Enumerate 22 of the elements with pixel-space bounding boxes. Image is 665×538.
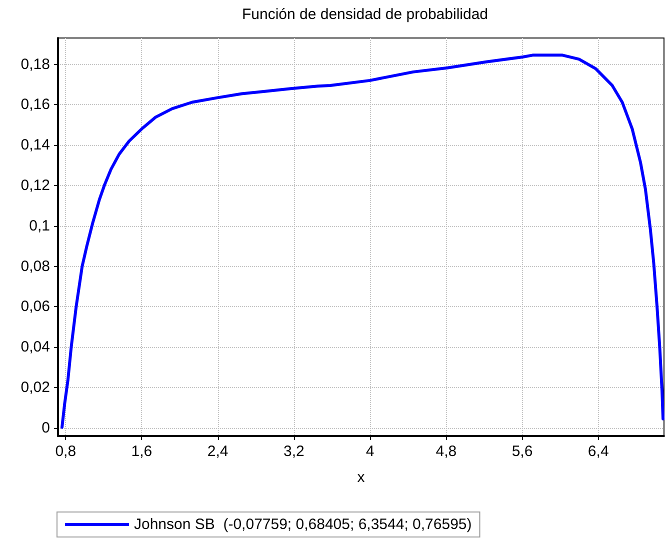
y-tick-label: 0,06	[20, 298, 50, 316]
y-tick-label: 0,1	[29, 217, 50, 234]
x-tick-label: 5,6	[512, 443, 533, 460]
x-tick-label: 3,2	[284, 443, 304, 460]
y-tick-label: 0,18	[20, 56, 50, 73]
y-tick-label: 0,14	[20, 136, 50, 154]
y-tick-label: 0,16	[20, 96, 50, 114]
y-tick-label: 0,04	[20, 338, 50, 356]
y-tick-label: 0,02	[20, 379, 50, 396]
legend-label: Johnson SB (-0,07759; 0,68405; 6,3544; 0,76595)	[134, 516, 472, 533]
x-tick-label: 2,4	[207, 443, 228, 460]
x-tick-label: 6,4	[588, 443, 609, 460]
x-axis-title: x	[357, 469, 366, 486]
chart-title: Función de densidad de probabilidad	[242, 6, 488, 23]
line-series	[60, 54, 665, 429]
y-tick-label: 0	[42, 419, 50, 436]
x-tick-label: 4	[366, 443, 374, 460]
x-tick-label: 0,8	[55, 443, 76, 460]
y-tick-label: 0,08	[20, 258, 50, 275]
x-tick-label: 4,8	[436, 443, 457, 460]
y-tick-label: 0,12	[20, 176, 50, 194]
x-tick-label: 1,6	[131, 443, 152, 460]
